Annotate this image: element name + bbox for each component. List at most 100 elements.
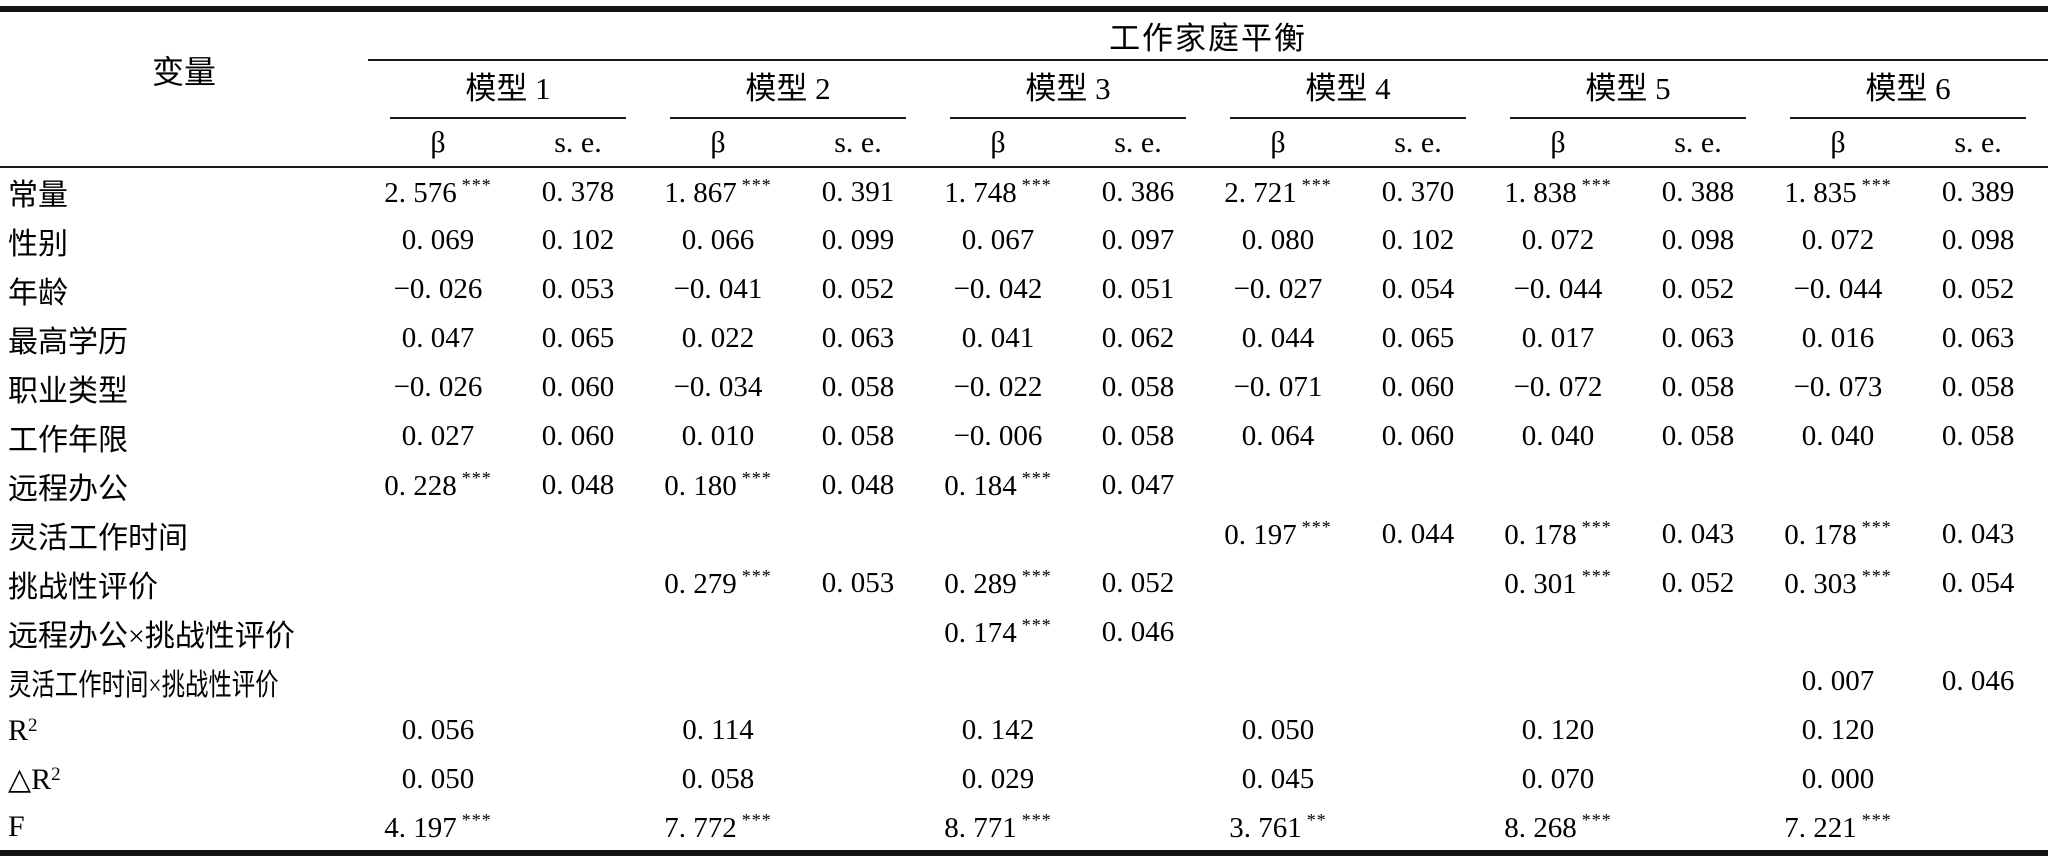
significance-stars: ***: [1861, 566, 1892, 586]
beta-cell: −0. 026: [368, 265, 508, 314]
beta-value: 0. 010: [681, 420, 755, 452]
beta-cell: 0. 120: [1768, 706, 1908, 755]
beta-value: 0. 041: [961, 322, 1035, 354]
beta-value: 0. 067: [961, 224, 1035, 256]
beta-value: 0. 050: [1241, 714, 1315, 746]
table-row: 最高学历 0. 047 0. 065 0. 022 0. 063 0. 041 0. 062…: [0, 314, 2048, 363]
se-header-m6: s. e.: [1908, 119, 2048, 168]
beta-value: 0. 007: [1801, 665, 1875, 697]
beta-cell: 0. 064: [1208, 412, 1348, 461]
table-row: 常量 2. 576 *** 0. 378 1. 867 *** 0. 391 1. 748 **…: [0, 167, 2048, 216]
beta-value: −0. 006: [953, 420, 1043, 452]
beta-value: 0. 044: [1241, 322, 1315, 354]
significance-stars: ***: [1861, 809, 1892, 830]
beta-value: 0. 056: [401, 714, 475, 746]
beta-value: −0. 044: [1513, 273, 1603, 305]
table-row: 年龄 −0. 026 0. 053 −0. 041 0. 052 −0. 042 0. 05…: [0, 265, 2048, 314]
beta-cell: 3. 761 **: [1208, 804, 1348, 856]
se-cell: 0. 388: [1661, 175, 1735, 208]
row-label: 职业类型: [8, 374, 128, 408]
beta-cell: 2. 576 ***: [368, 167, 508, 216]
beta-cell: 0. 301 ***: [1488, 559, 1628, 608]
se-cell: [1908, 608, 2048, 657]
beta-cell: 0. 067: [928, 216, 1068, 265]
beta-cell: 0. 045: [1208, 755, 1348, 804]
table-row: 挑战性评价 0. 279 *** 0. 053 0. 289 *** 0. 052 0. 30…: [0, 559, 2048, 608]
beta-value: 0. 066: [681, 224, 755, 256]
beta-value: 0. 045: [1241, 763, 1315, 795]
beta-header-m3: β: [928, 119, 1068, 168]
beta-cell: 1. 867 ***: [648, 167, 788, 216]
se-cell: [1068, 706, 1208, 755]
se-cell: 0. 051: [1101, 273, 1175, 305]
se-cell: 0. 065: [541, 322, 615, 354]
model-header-5: 模型 5: [1488, 60, 1768, 119]
beta-value: −0. 027: [1233, 273, 1323, 305]
beta-cell: −0. 071: [1208, 363, 1348, 412]
significance-stars: ***: [1581, 566, 1612, 586]
significance-stars: ***: [741, 468, 772, 488]
se-cell: 0. 102: [541, 224, 615, 256]
se-cell: [1348, 559, 1488, 608]
se-cell: [508, 657, 648, 706]
beta-value: 0. 016: [1801, 322, 1875, 354]
table-row: 灵活工作时间 0. 197 *** 0. 044 0. 178 *** 0. 043 0. 1…: [0, 510, 2048, 559]
significance-stars: ***: [741, 566, 772, 586]
significance-stars: ***: [1021, 615, 1052, 635]
beta-value: −0. 034: [673, 371, 763, 403]
se-cell: [1348, 706, 1488, 755]
se-cell: 0. 052: [1661, 273, 1735, 305]
beta-header-m1: β: [368, 119, 508, 168]
beta-value: 1. 838: [1504, 176, 1577, 209]
se-cell: 0. 370: [1381, 175, 1455, 208]
significance-stars: ***: [1021, 809, 1052, 830]
significance-stars: ***: [1301, 517, 1332, 537]
beta-cell: 0. 041: [928, 314, 1068, 363]
beta-cell: 0. 184 ***: [928, 461, 1068, 510]
se-cell: 0. 052: [1101, 567, 1175, 599]
beta-value: 0. 070: [1521, 763, 1595, 795]
se-cell: [1628, 755, 1768, 804]
se-cell: 0. 052: [1661, 567, 1735, 599]
beta-cell: −0. 072: [1488, 363, 1628, 412]
se-cell: 0. 378: [541, 175, 615, 208]
beta-cell: 0. 056: [368, 706, 508, 755]
se-cell: 0. 391: [821, 175, 895, 208]
se-cell: 0. 063: [1941, 322, 2015, 354]
se-cell: 0. 058: [1661, 420, 1735, 452]
se-cell: 0. 058: [1661, 371, 1735, 403]
beta-cell: 0. 114: [648, 706, 788, 755]
beta-cell: [648, 510, 788, 559]
beta-header-m2: β: [648, 119, 788, 168]
beta-cell: 0. 289 ***: [928, 559, 1068, 608]
row-label: 远程办公×挑战性评价: [8, 619, 295, 653]
se-cell: [508, 755, 648, 804]
beta-value: 1. 835: [1784, 176, 1857, 209]
significance-stars: ***: [741, 174, 772, 195]
se-cell: [1908, 706, 2048, 755]
row-label: 性别: [8, 227, 68, 261]
beta-cell: 0. 072: [1488, 216, 1628, 265]
se-cell: 0. 047: [1101, 469, 1175, 501]
se-cell: 0. 063: [821, 322, 895, 354]
beta-cell: [648, 657, 788, 706]
beta-header-m6: β: [1768, 119, 1908, 168]
beta-cell: 1. 835 ***: [1768, 167, 1908, 216]
se-cell: [788, 804, 928, 856]
beta-cell: 0. 029: [928, 755, 1068, 804]
beta-value: 2. 721: [1224, 176, 1297, 209]
se-cell: 0. 060: [541, 371, 615, 403]
se-cell: 0. 043: [1941, 518, 2015, 550]
beta-cell: 0. 069: [368, 216, 508, 265]
se-cell: [788, 657, 928, 706]
se-cell: 0. 058: [1101, 371, 1175, 403]
se-cell: [1348, 657, 1488, 706]
table-row: △R2 0. 050 0. 058 0. 029 0. 045 0. 070 0. 000: [0, 755, 2048, 804]
significance-stars: ***: [1861, 174, 1892, 195]
se-cell: 0. 098: [1661, 224, 1735, 256]
beta-cell: 4. 197 ***: [368, 804, 508, 856]
beta-cell: 1. 838 ***: [1488, 167, 1628, 216]
stat-header-row: β s. e. β s. e. β s. e. β s. e. β s. e. β s. e.: [0, 119, 2048, 168]
model-header-label: 模型 5: [1510, 61, 1746, 119]
beta-cell: 0. 044: [1208, 314, 1348, 363]
